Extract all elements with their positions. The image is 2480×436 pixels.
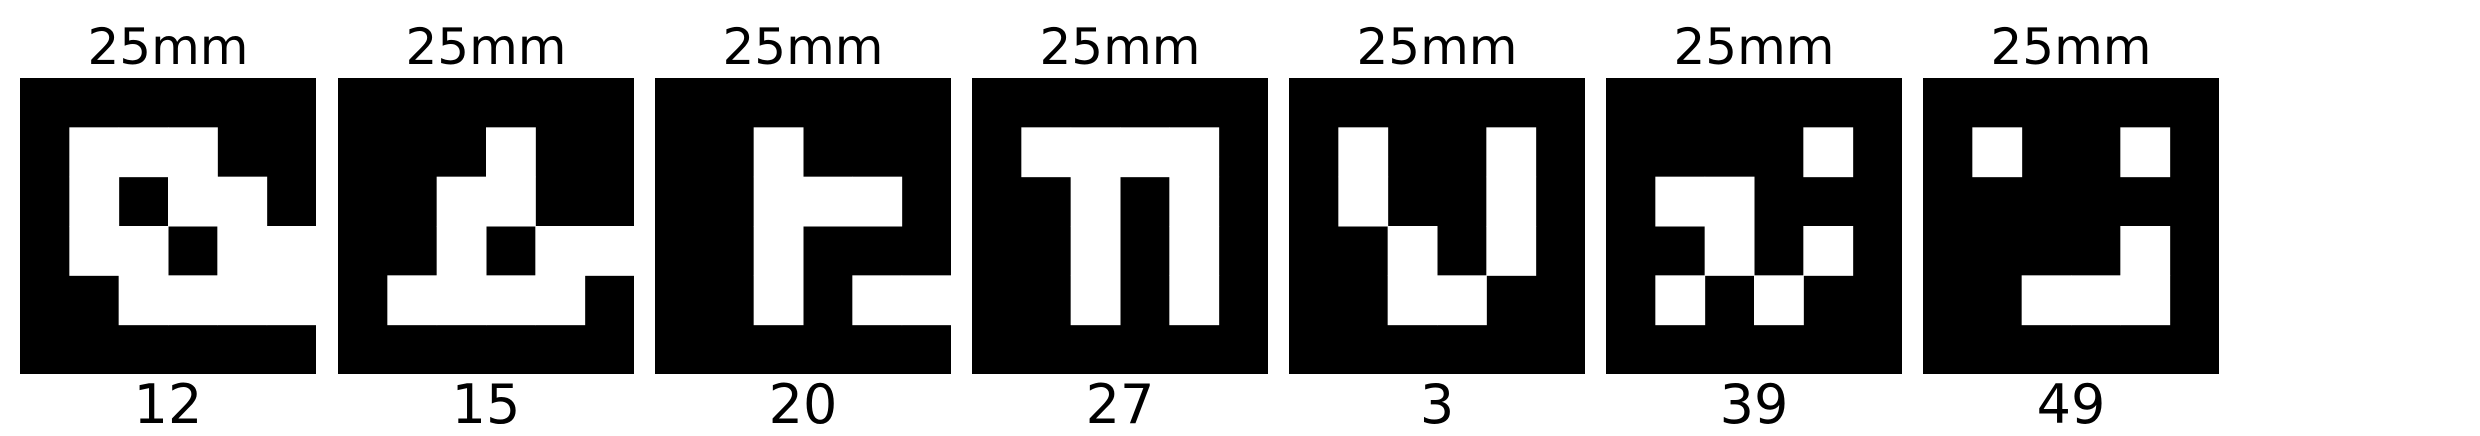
marker-cell	[168, 275, 218, 326]
marker-cell	[1021, 127, 1072, 178]
marker-cell	[1070, 176, 1121, 227]
marker-size-label: 25mm	[87, 18, 249, 76]
marker-cell	[1704, 176, 1755, 227]
marker-cell	[2120, 127, 2171, 178]
marker-cell	[217, 275, 268, 326]
marker-cell	[1655, 275, 1706, 326]
marker-cell	[436, 275, 487, 326]
marker-size-label: 25mm	[405, 18, 567, 76]
marker-cell	[436, 226, 487, 276]
marker-cell	[387, 275, 438, 326]
aruco-marker-image	[655, 78, 951, 374]
aruco-marker-image	[1606, 78, 1902, 374]
marker-cell	[2120, 226, 2171, 276]
marker-cell	[69, 127, 120, 178]
marker-cell	[2120, 275, 2171, 326]
marker-size-label: 25mm	[722, 18, 884, 76]
marker-cell	[2071, 275, 2121, 326]
marker-size-label: 25mm	[1990, 18, 2152, 76]
marker-cell	[753, 275, 804, 326]
marker-cell	[436, 176, 487, 227]
marker-cell	[584, 226, 634, 276]
marker-cell	[1169, 226, 1220, 276]
aruco-marker-image	[972, 78, 1268, 374]
marker-size-label: 25mm	[1356, 18, 1518, 76]
marker-cell	[1070, 275, 1121, 326]
marker-cell	[217, 176, 268, 227]
marker-cell	[753, 127, 804, 178]
marker-cell	[753, 226, 804, 276]
aruco-marker-image	[338, 78, 634, 374]
marker-cell	[852, 176, 903, 227]
marker-cell	[217, 226, 268, 276]
marker-card: 25mm 3	[1289, 0, 1585, 435]
marker-cell	[1803, 127, 1854, 178]
marker-id-label: 39	[1719, 373, 1789, 436]
marker-border	[1923, 78, 2219, 374]
marker-cell	[1070, 226, 1121, 276]
marker-cell	[901, 275, 951, 326]
marker-card: 25mm 15	[338, 0, 634, 435]
marker-cell	[1338, 176, 1389, 227]
marker-id-label: 15	[451, 373, 521, 436]
marker-id-label: 3	[1419, 373, 1455, 436]
marker-cell	[1655, 176, 1706, 227]
marker-cell	[69, 226, 120, 276]
aruco-marker-image	[20, 78, 316, 374]
marker-size-label: 25mm	[1673, 18, 1835, 76]
marker-cell	[1169, 127, 1220, 178]
marker-cell	[1387, 275, 1438, 326]
marker-cell	[486, 127, 536, 178]
marker-cell	[535, 275, 586, 326]
marker-cell	[168, 176, 218, 227]
marker-cell	[118, 275, 169, 326]
marker-cell	[1169, 176, 1220, 227]
marker-cell	[1486, 176, 1537, 227]
marker-cell	[69, 176, 120, 227]
marker-cell	[1972, 127, 2023, 178]
marker-cell	[1704, 226, 1755, 276]
marker-cell	[1120, 127, 1170, 178]
marker-cell	[1437, 275, 1487, 326]
marker-cell	[803, 176, 853, 227]
marker-cell	[535, 226, 586, 276]
marker-cell	[852, 275, 903, 326]
marker-cell	[486, 176, 536, 227]
marker-cell	[1754, 275, 1804, 326]
marker-card: 25mm 20	[655, 0, 951, 435]
marker-id-label: 49	[2036, 373, 2106, 436]
marker-cell	[118, 127, 169, 178]
marker-cell	[486, 275, 536, 326]
marker-size-label: 25mm	[1039, 18, 1201, 76]
aruco-marker-image	[1923, 78, 2219, 374]
marker-card: 25mm 39	[1606, 0, 1902, 435]
marker-card: 25mm 12	[20, 0, 316, 435]
marker-card: 25mm 49	[1923, 0, 2219, 435]
marker-id-label: 20	[768, 373, 838, 436]
marker-cell	[1803, 226, 1854, 276]
marker-cell	[2021, 275, 2072, 326]
marker-cell	[1486, 127, 1537, 178]
marker-cell	[266, 275, 316, 326]
marker-cell	[1338, 127, 1389, 178]
marker-cell	[1070, 127, 1121, 178]
marker-cell	[266, 226, 316, 276]
marker-cell	[1387, 226, 1438, 276]
marker-id-label: 12	[133, 373, 203, 436]
marker-cell	[118, 226, 169, 276]
marker-cell	[1486, 226, 1537, 276]
marker-cell	[168, 127, 218, 178]
marker-id-label: 27	[1085, 373, 1155, 436]
marker-cell	[1169, 275, 1220, 326]
marker-card: 25mm 27	[972, 0, 1268, 435]
marker-cell	[753, 176, 804, 227]
aruco-marker-image	[1289, 78, 1585, 374]
